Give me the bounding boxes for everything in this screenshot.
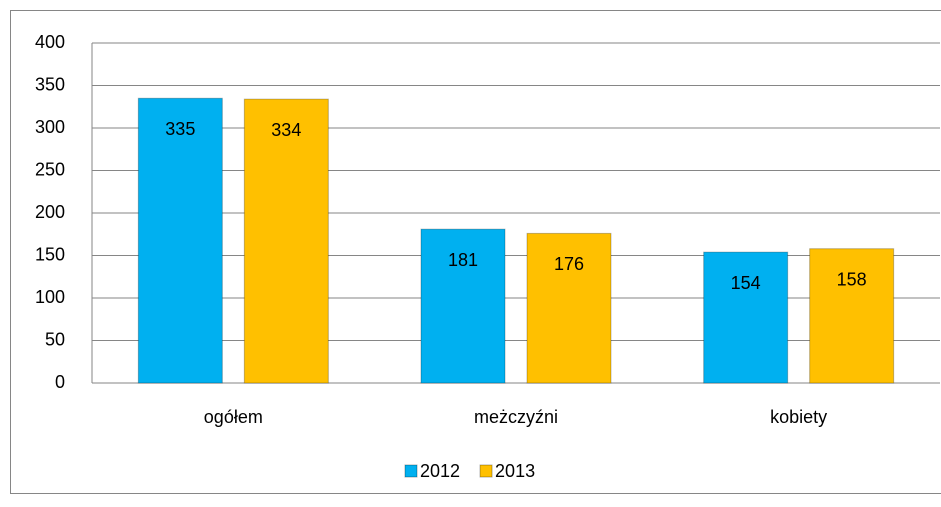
y-tick-label: 50 [45, 329, 65, 349]
y-tick-label: 100 [35, 287, 65, 307]
bar [243, 98, 329, 384]
y-tick-label: 0 [55, 372, 65, 392]
bar [137, 97, 223, 384]
y-tick-label: 300 [35, 117, 65, 137]
legend-swatch [404, 464, 418, 478]
x-tick-label: meżczyźni [474, 407, 558, 427]
bar [526, 232, 612, 384]
x-tick-label: kobiety [770, 407, 827, 427]
bar [809, 248, 895, 384]
legend-label: 2013 [495, 461, 535, 481]
bar [420, 228, 506, 384]
legend-label: 2012 [420, 461, 460, 481]
value-label: 158 [837, 269, 867, 289]
y-tick-label: 200 [35, 202, 65, 222]
value-label: 334 [271, 120, 301, 140]
x-tick-label: ogółem [204, 407, 263, 427]
value-label: 154 [731, 273, 761, 293]
bar [703, 251, 789, 384]
legend-swatch [479, 464, 493, 478]
value-label: 181 [448, 250, 478, 270]
y-tick-label: 250 [35, 159, 65, 179]
y-tick-label: 400 [35, 32, 65, 52]
y-tick-label: 350 [35, 74, 65, 94]
value-label: 176 [554, 254, 584, 274]
y-tick-label: 150 [35, 244, 65, 264]
value-label: 335 [165, 119, 195, 139]
